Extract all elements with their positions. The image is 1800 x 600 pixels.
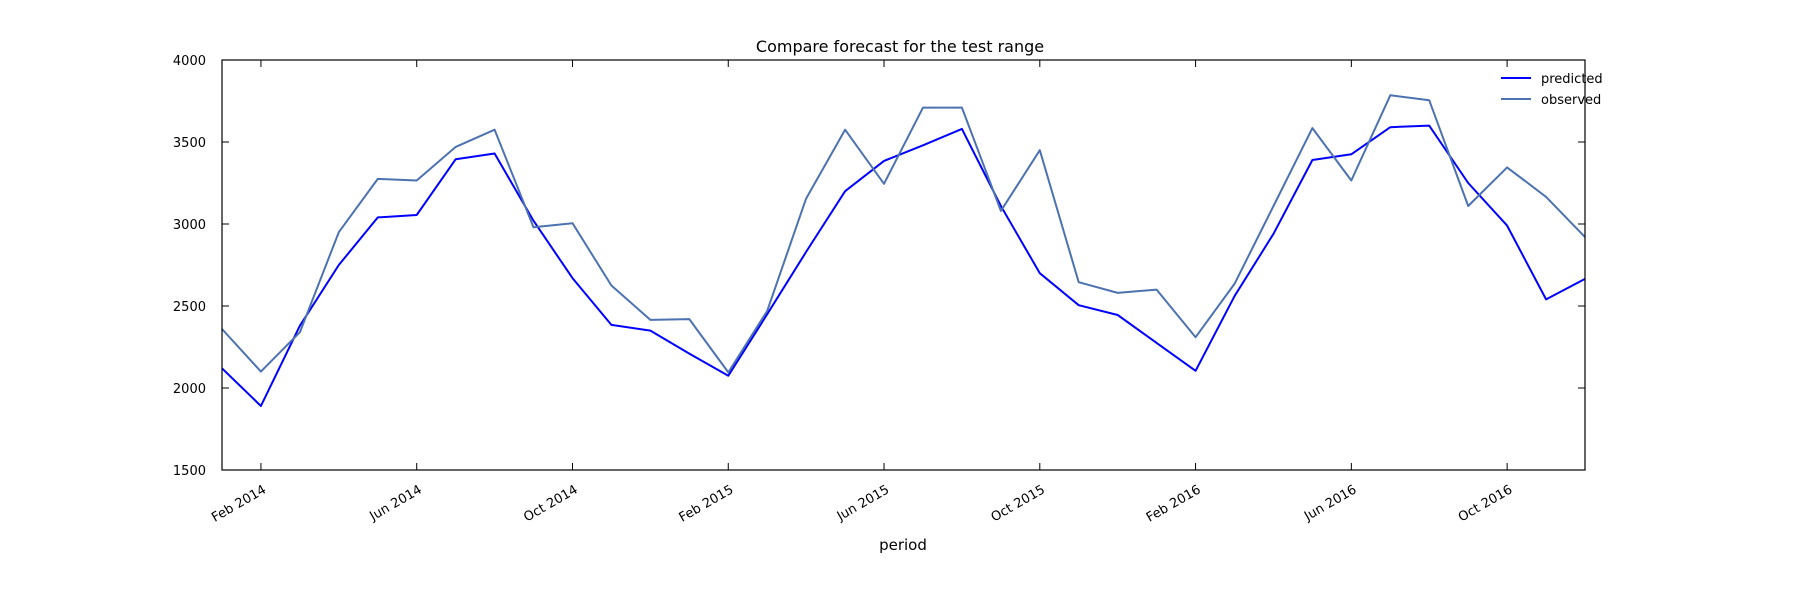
y-tick-label: 2000: [173, 382, 206, 397]
x-tick-label: Oct 2016: [1456, 482, 1515, 525]
x-tick-label: Feb 2015: [677, 482, 737, 525]
y-tick-label: 3000: [173, 218, 206, 233]
legend-label-predicted: predicted: [1541, 72, 1603, 87]
legend-label-observed: observed: [1541, 93, 1601, 108]
x-axis-label: period: [879, 536, 927, 554]
x-tick-label: Oct 2014: [521, 482, 580, 525]
plot-frame: [221, 59, 1586, 471]
y-tick-label: 2500: [173, 300, 206, 315]
x-tick-label: Oct 2015: [989, 482, 1048, 525]
legend: predicted observed: [1501, 72, 1603, 108]
x-tick-label: Feb 2014: [209, 482, 269, 525]
series-line-observed: [221, 94, 1586, 374]
x-tick-label: Jun 2014: [367, 482, 425, 524]
series-line-predicted: [221, 124, 1586, 407]
chart-title: Compare forecast for the test range: [756, 37, 1044, 56]
y-tick-label: 1500: [173, 464, 206, 479]
x-tick-label: Jun 2016: [1301, 482, 1359, 524]
x-tick-label: Jun 2015: [834, 482, 892, 524]
x-tick-label: Feb 2016: [1144, 482, 1204, 525]
y-tick-label: 3500: [173, 136, 206, 151]
y-tick-label: 4000: [173, 54, 206, 69]
